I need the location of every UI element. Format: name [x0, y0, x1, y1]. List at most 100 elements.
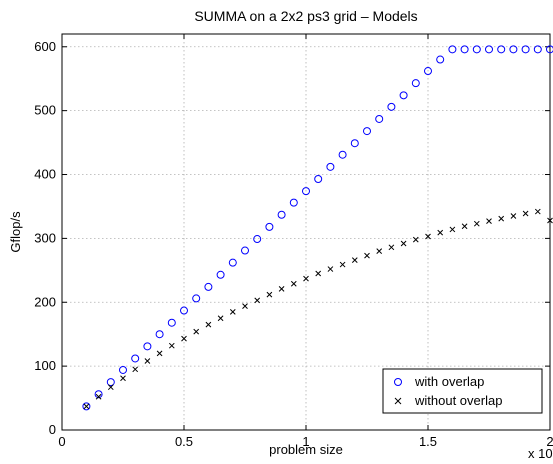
data-point-with-overlap: [180, 306, 188, 315]
data-point-without-overlap: [144, 358, 151, 364]
data-point-without-overlap: [290, 280, 297, 287]
y-axis-label: Gflop/s: [8, 211, 23, 253]
data-point-with-overlap: [155, 330, 164, 339]
legend-label-with-overlap: with overlap: [414, 374, 484, 389]
legend-box: [382, 368, 543, 414]
data-point-without-overlap: [132, 366, 139, 373]
chart-title: SUMMA on a 2x2 ps3 grid – Models: [194, 8, 417, 24]
data-point-without-overlap: [181, 335, 187, 342]
data-point-without-overlap: [486, 218, 492, 224]
data-point-with-overlap: [94, 390, 103, 399]
data-point-without-overlap: [242, 303, 248, 309]
y-tick-label: 200: [34, 294, 56, 309]
grid: [62, 34, 550, 430]
data-point-without-overlap: [229, 308, 236, 315]
legend-marker-without-overlap: [394, 397, 402, 405]
data-point-with-overlap: [546, 45, 553, 54]
data-point-with-overlap: [399, 91, 408, 100]
data-point-without-overlap: [193, 328, 200, 335]
data-point-with-overlap: [350, 139, 359, 148]
x-tick-label: 2: [546, 434, 553, 449]
data-point-with-overlap: [82, 402, 91, 411]
data-point-with-overlap: [265, 222, 274, 231]
x-tick-label: 0: [58, 434, 65, 449]
data-point-without-overlap: [168, 342, 175, 349]
data-point-with-overlap: [509, 45, 518, 54]
data-point-with-overlap: [497, 45, 506, 54]
data-point-without-overlap: [522, 210, 529, 217]
data-point-without-overlap: [364, 252, 370, 259]
data-point-without-overlap: [412, 236, 419, 243]
x-axis-multiplier: x 104: [528, 443, 553, 461]
data-point-without-overlap: [156, 350, 163, 357]
legend-label-without-overlap: without overlap: [414, 393, 502, 408]
data-point-with-overlap: [106, 378, 115, 387]
data-point-without-overlap: [510, 213, 517, 219]
data-point-with-overlap: [338, 150, 347, 159]
x-axis-label: problem size: [269, 442, 343, 457]
data-point-with-overlap: [460, 45, 469, 54]
x-tick-label: 1: [302, 434, 309, 449]
data-point-with-overlap: [302, 187, 310, 196]
data-point-with-overlap: [241, 246, 249, 255]
series-with-overlap: [82, 45, 553, 411]
data-point-without-overlap: [327, 266, 334, 272]
x-axis-multiplier-base: x 10: [528, 446, 553, 461]
data-point-without-overlap: [254, 297, 261, 304]
data-point-with-overlap: [533, 45, 542, 54]
data-point-without-overlap: [534, 208, 541, 215]
y-tick-label: 500: [34, 103, 56, 118]
y-tick-label: 300: [34, 230, 56, 245]
y-tick-label: 0: [49, 422, 56, 437]
data-point-without-overlap: [547, 217, 553, 224]
data-point-with-overlap: [387, 102, 396, 111]
data-point-with-overlap: [472, 45, 481, 54]
data-point-with-overlap: [326, 162, 335, 171]
data-point-without-overlap: [83, 403, 90, 410]
y-tick-label: 600: [34, 39, 56, 54]
legend-marker-with-overlap: [394, 378, 402, 386]
data-point-without-overlap: [278, 285, 285, 292]
axis-ticks: 0 0.5 1 1.5 2 0 100 200 300 400 500 600: [34, 34, 553, 449]
data-point-with-overlap: [448, 45, 457, 54]
data-point-without-overlap: [266, 291, 273, 298]
data-point-without-overlap: [376, 248, 383, 255]
data-point-without-overlap: [120, 375, 126, 382]
data-point-with-overlap: [289, 198, 298, 207]
y-tick-label: 100: [34, 358, 56, 373]
data-point-with-overlap: [521, 45, 530, 54]
data-point-with-overlap: [424, 67, 432, 76]
data-point-with-overlap: [485, 45, 493, 54]
data-point-without-overlap: [339, 261, 346, 268]
data-point-without-overlap: [461, 223, 468, 230]
data-point-without-overlap: [303, 275, 309, 282]
data-point-with-overlap: [216, 270, 225, 279]
y-tick-label: 400: [34, 167, 56, 182]
data-point-without-overlap: [388, 244, 395, 251]
data-point-with-overlap: [277, 210, 286, 219]
data-point-without-overlap: [315, 270, 322, 277]
series-layer: [82, 45, 553, 411]
data-point-with-overlap: [204, 282, 213, 291]
data-point-without-overlap: [205, 321, 212, 328]
data-point-with-overlap: [411, 79, 420, 88]
data-point-without-overlap: [473, 220, 480, 227]
data-point-without-overlap: [217, 315, 224, 322]
x-tick-label: 1.5: [419, 434, 437, 449]
series-without-overlap: [83, 208, 553, 410]
data-point-without-overlap: [351, 257, 358, 263]
data-point-with-overlap: [228, 258, 237, 267]
data-point-with-overlap: [167, 318, 176, 327]
data-point-with-overlap: [131, 354, 140, 363]
data-point-without-overlap: [437, 229, 444, 236]
data-point-with-overlap: [363, 127, 371, 136]
data-point-without-overlap: [400, 240, 407, 247]
data-point-with-overlap: [119, 365, 127, 374]
data-point-with-overlap: [143, 342, 152, 351]
legend: with overlap without overlap: [382, 368, 543, 414]
data-point-without-overlap: [498, 215, 505, 222]
data-point-without-overlap: [425, 233, 431, 240]
data-point-with-overlap: [436, 55, 445, 64]
data-point-with-overlap: [314, 174, 323, 183]
